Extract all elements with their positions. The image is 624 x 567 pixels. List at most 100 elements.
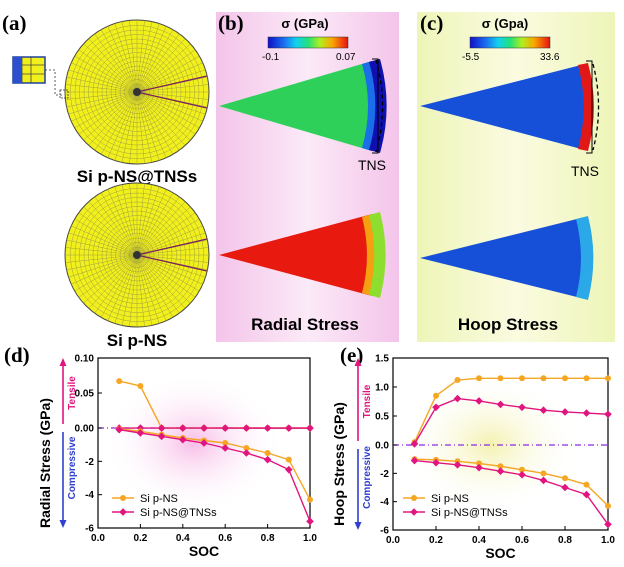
x-tick-label: 0.8: [558, 535, 572, 546]
x-tick-label: 0.6: [218, 533, 232, 544]
data-point: [604, 410, 612, 419]
data-point: [496, 467, 505, 476]
y-tick-label: 0.5: [375, 412, 389, 423]
panel-b-colorbar-title: σ (GPa): [281, 16, 328, 31]
x-tick-label: 0.6: [515, 535, 529, 546]
chart-radial-stress: (d) 0.10 0.05 0.00 -2 -4 -60.0 0.2 0.4 0.6 0.8 1.0 S…: [4, 343, 317, 559]
panel-b-tns-label: TNS: [358, 157, 386, 173]
data-point: [497, 375, 504, 382]
data-point: [306, 517, 314, 526]
data-point: [497, 463, 504, 470]
y-tick-label: -6: [380, 526, 389, 537]
data-point: [605, 502, 611, 509]
data-point: [200, 424, 208, 432]
data-point: [519, 375, 525, 382]
legend-label: Si p-NS@TNSs: [431, 507, 508, 519]
panel-b-top-wedge: [219, 58, 387, 154]
data-point: [453, 461, 462, 469]
data-point: [243, 445, 250, 451]
legend-marker: [120, 495, 126, 501]
panel-b-caption: Radial Stress: [251, 315, 359, 334]
data-point: [136, 424, 145, 432]
data-point: [221, 444, 229, 452]
data-point: [562, 375, 568, 382]
legend-marker: [411, 495, 417, 501]
data-point: [221, 424, 229, 432]
data-point: [518, 470, 526, 479]
data-point: [540, 375, 547, 382]
data-point: [306, 424, 314, 432]
data-point: [410, 456, 419, 465]
data-point: [157, 432, 166, 441]
x-tick-label: 0.0: [91, 533, 105, 544]
data-point: [432, 403, 440, 412]
panel-c-tns-label: TNS: [571, 163, 599, 179]
x-tick-label: 0.4: [176, 533, 190, 544]
data-point: [539, 406, 548, 414]
data-point: [410, 440, 419, 448]
series-line: [413, 377, 608, 443]
panel-b-colorbar: [267, 36, 349, 49]
data-point: [242, 424, 251, 432]
mesh-inset: [12, 56, 69, 99]
data-point: [582, 409, 591, 417]
panel-c-label: (c): [420, 11, 443, 35]
x-tick-label: 1.0: [601, 535, 615, 546]
panel-b-colorbar-max: 0.07: [336, 52, 356, 63]
x-tick-label: 0.4: [472, 535, 486, 546]
y-tick-label: -6: [85, 524, 94, 535]
data-point: [264, 450, 271, 456]
y-tick-label: 0.10: [75, 354, 95, 365]
tensile-label: Tensile: [67, 376, 78, 410]
chart-hoop-stress: (e) 1.51.00.50.0-2-4-60.0 0.2 0.4 0.6 0.8 1.0S…: [331, 343, 615, 561]
data-point: [137, 383, 144, 389]
y-tick-label: -2: [85, 457, 94, 468]
y-tick-label: 0.05: [75, 389, 95, 400]
data-point: [583, 481, 590, 488]
panel-c-colorbar-max: 33.6: [540, 52, 560, 63]
tensile-arrowhead: [59, 358, 67, 366]
legend-label: Si p-NS@TNSs: [140, 507, 217, 519]
compressive-label: Compressive: [362, 446, 373, 509]
data-point: [285, 424, 293, 432]
data-point: [562, 475, 568, 482]
data-point: [285, 465, 293, 474]
data-point: [263, 455, 272, 464]
data-point: [136, 429, 145, 437]
compressive-arrowhead: [59, 520, 67, 528]
data-point: [604, 520, 612, 529]
sector-outline-bottom: [136, 238, 208, 272]
panel-c-top-wedge: [420, 60, 600, 154]
panel-b-colorbar-min: -0.1: [262, 52, 280, 63]
data-point: [263, 424, 272, 432]
x-axis-label: SOC: [189, 543, 219, 559]
mesh-disk-bottom: [64, 182, 210, 328]
panel-a-label: (a): [2, 11, 27, 35]
data-point: [561, 483, 569, 492]
compressive-label: Compressive: [67, 436, 78, 499]
x-axis-label: SOC: [485, 545, 515, 561]
legend-label: Si p-NS: [140, 493, 178, 505]
series-line: [414, 458, 609, 507]
y-tick-label: 0.0: [375, 441, 389, 452]
y-tick-label: 1.5: [375, 354, 389, 365]
y-tick-label: -2: [380, 469, 389, 480]
legend-marker: [410, 508, 418, 516]
data-point: [179, 435, 187, 444]
data-point: [518, 403, 526, 412]
data-point: [222, 440, 229, 446]
data-point: [539, 476, 548, 485]
data-point: [454, 377, 461, 384]
tensile-arrowhead: [354, 358, 362, 366]
data-point: [453, 394, 462, 403]
y-axis-label: Hoop Stress (GPa): [331, 402, 347, 526]
panel-c-caption: Hoop Stress: [458, 315, 558, 334]
caption-top: Si p-NS@TNSs: [77, 167, 197, 186]
tensile-label: Tensile: [362, 384, 373, 418]
series-line: [119, 428, 311, 500]
sector-outline-top: [136, 75, 208, 109]
data-point: [179, 424, 187, 432]
data-point: [605, 375, 611, 382]
panel-c-bottom-wedge: [420, 216, 594, 300]
